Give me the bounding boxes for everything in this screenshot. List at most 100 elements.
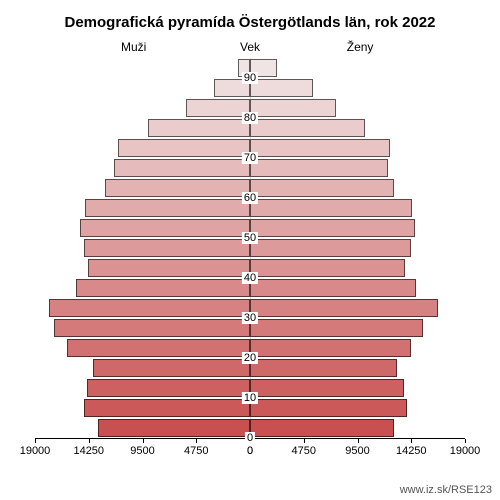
bar-row-women — [250, 98, 465, 118]
bar-women-35 — [250, 279, 416, 297]
x-tick-label: 14250 — [73, 445, 104, 457]
bar-men-0 — [98, 419, 250, 437]
bar-row-women — [250, 158, 465, 178]
x-tick — [143, 439, 144, 443]
x-tick — [196, 439, 197, 443]
bar-men-30 — [49, 299, 250, 317]
bar-row-men — [35, 278, 250, 298]
bar-women-45 — [250, 239, 411, 257]
y-tick-label: 40 — [242, 272, 258, 284]
y-tick-label: 30 — [242, 312, 258, 324]
y-tick-label: 90 — [242, 72, 258, 84]
bar-women-15 — [250, 359, 397, 377]
y-tick-label: 70 — [242, 152, 258, 164]
label-women: Ženy — [347, 40, 374, 54]
bar-women-80 — [250, 99, 336, 117]
bar-women-25 — [250, 319, 423, 337]
footer-link: www.iz.sk/RSE123 — [400, 484, 492, 496]
x-tick-label: 14250 — [396, 445, 427, 457]
label-men: Muži — [121, 40, 146, 54]
bar-women-10 — [250, 379, 404, 397]
x-axis-women: 0475095001425019000 — [250, 438, 465, 458]
bar-row-women — [250, 138, 465, 158]
bar-row-women — [250, 418, 465, 438]
bar-row-men — [35, 198, 250, 218]
x-tick-label: 19000 — [20, 445, 51, 457]
x-tick-label: 9500 — [345, 445, 369, 457]
bar-women-40 — [250, 259, 405, 277]
bar-row-men — [35, 358, 250, 378]
x-tick-label: 4750 — [184, 445, 208, 457]
bar-men-15 — [93, 359, 250, 377]
bar-row-men — [35, 338, 250, 358]
bar-men-25 — [54, 319, 250, 337]
bar-men-50 — [80, 219, 250, 237]
bar-row-men — [35, 98, 250, 118]
bar-women-20 — [250, 339, 411, 357]
bar-row-men — [35, 418, 250, 438]
bar-row-men — [35, 398, 250, 418]
bar-row-women — [250, 278, 465, 298]
bar-row-women — [250, 358, 465, 378]
bar-row-men — [35, 298, 250, 318]
bar-row-men — [35, 158, 250, 178]
bar-row-women — [250, 198, 465, 218]
bar-row-men — [35, 138, 250, 158]
bar-women-65 — [250, 159, 388, 177]
bar-row-men — [35, 378, 250, 398]
bar-women-0 — [250, 419, 394, 437]
bar-row-women — [250, 318, 465, 338]
y-tick-label: 10 — [242, 392, 258, 404]
bar-row-women — [250, 118, 465, 138]
men-half: 1900014250950047500 — [35, 58, 250, 458]
bar-men-40 — [88, 259, 250, 277]
x-tick-label: 9500 — [130, 445, 154, 457]
bar-row-women — [250, 298, 465, 318]
bar-men-70 — [118, 139, 250, 157]
x-axis-men: 1900014250950047500 — [35, 438, 250, 458]
bar-row-men — [35, 258, 250, 278]
x-tick — [89, 439, 90, 443]
y-tick-label: 20 — [242, 352, 258, 364]
bar-women-50 — [250, 219, 415, 237]
y-tick-label: 0 — [245, 432, 255, 444]
x-tick-label: 4750 — [292, 445, 316, 457]
bar-men-55 — [85, 199, 250, 217]
label-age: Vek — [240, 40, 260, 54]
bar-women-60 — [250, 179, 394, 197]
bar-row-women — [250, 218, 465, 238]
bar-men-35 — [76, 279, 250, 297]
bar-men-10 — [87, 379, 250, 397]
bar-women-85 — [250, 79, 313, 97]
women-half: 0475095001425019000 — [250, 58, 465, 458]
x-tick-label: 0 — [247, 445, 253, 457]
x-tick — [465, 439, 466, 443]
plot-area: 1900014250950047500 0475095001425019000 … — [35, 58, 465, 458]
bar-women-5 — [250, 399, 407, 417]
y-tick-label: 60 — [242, 192, 258, 204]
bar-women-30 — [250, 299, 438, 317]
bar-row-women — [250, 338, 465, 358]
x-tick — [411, 439, 412, 443]
chart-title: Demografická pyramída Östergötlands län,… — [0, 14, 500, 31]
bar-row-women — [250, 178, 465, 198]
bar-men-75 — [148, 119, 250, 137]
bar-women-55 — [250, 199, 412, 217]
bar-men-80 — [186, 99, 251, 117]
y-tick-label: 80 — [242, 112, 258, 124]
bar-men-45 — [84, 239, 250, 257]
bar-row-women — [250, 378, 465, 398]
bar-row-men — [35, 78, 250, 98]
bar-row-men — [35, 218, 250, 238]
bar-men-20 — [67, 339, 250, 357]
bar-row-men — [35, 58, 250, 78]
bar-row-men — [35, 118, 250, 138]
bar-men-65 — [114, 159, 250, 177]
bar-row-women — [250, 258, 465, 278]
pyramid-chart: Demografická pyramída Östergötlands län,… — [0, 0, 500, 500]
bar-women-70 — [250, 139, 390, 157]
bar-men-60 — [105, 179, 250, 197]
bar-men-5 — [84, 399, 250, 417]
bar-row-men — [35, 238, 250, 258]
bar-row-women — [250, 58, 465, 78]
